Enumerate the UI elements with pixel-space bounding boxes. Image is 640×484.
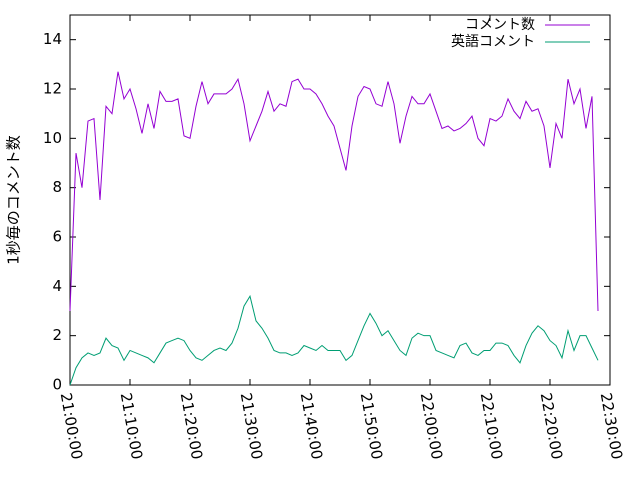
y-tick-label: 14 bbox=[43, 30, 62, 48]
y-tick-label: 4 bbox=[52, 277, 62, 295]
y-tick-label: 10 bbox=[43, 129, 62, 147]
series-line bbox=[69, 294, 599, 386]
y-tick-label: 12 bbox=[43, 80, 62, 98]
x-tick-label: 22:10:00 bbox=[477, 391, 506, 460]
y-tick-label: 8 bbox=[52, 178, 62, 196]
x-tick-label: 22:30:00 bbox=[597, 391, 626, 460]
x-tick-label: 21:00:00 bbox=[57, 391, 86, 460]
x-tick-label: 22:20:00 bbox=[537, 391, 566, 460]
x-tick-label: 22:00:00 bbox=[417, 391, 446, 460]
series-line bbox=[69, 71, 599, 312]
x-tick-label: 21:10:00 bbox=[117, 391, 146, 460]
x-tick-label: 21:20:00 bbox=[177, 391, 206, 460]
legend-label: 英語コメント bbox=[451, 33, 535, 50]
y-tick-label: 6 bbox=[52, 228, 62, 246]
x-tick-label: 21:30:00 bbox=[237, 391, 266, 460]
y-axis-label: 1秒毎のコメント数 bbox=[5, 135, 23, 265]
y-tick-label: 0 bbox=[52, 376, 62, 394]
plot-frame bbox=[69, 14, 611, 386]
legend-label: コメント数 bbox=[465, 17, 535, 33]
x-tick-label: 21:40:00 bbox=[297, 391, 326, 460]
y-tick-label: 2 bbox=[52, 326, 62, 344]
x-tick-label: 21:50:00 bbox=[357, 391, 386, 460]
